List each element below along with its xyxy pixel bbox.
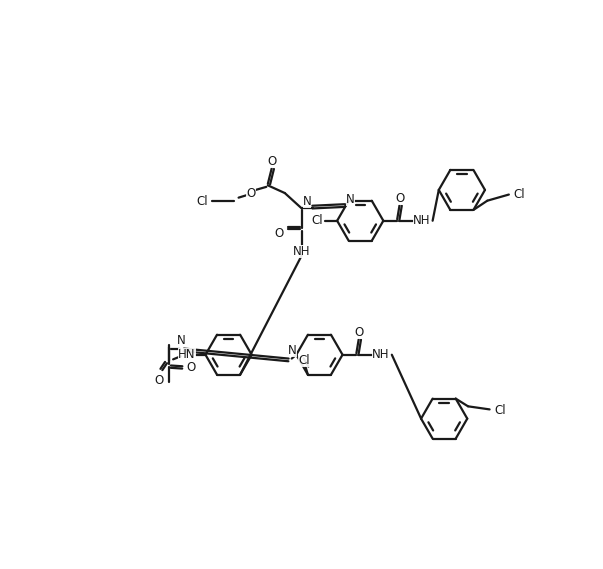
Text: Cl: Cl xyxy=(298,354,310,368)
Text: N: N xyxy=(288,344,297,357)
Text: NH: NH xyxy=(372,348,390,361)
Text: O: O xyxy=(355,326,364,339)
Text: Cl: Cl xyxy=(197,195,208,208)
Text: Cl: Cl xyxy=(311,215,323,227)
Text: N: N xyxy=(177,335,185,347)
Text: O: O xyxy=(395,192,404,205)
Text: Cl: Cl xyxy=(494,403,506,417)
Text: N: N xyxy=(303,195,312,208)
Text: HN: HN xyxy=(178,348,196,361)
Text: O: O xyxy=(186,361,195,374)
Text: O: O xyxy=(154,374,164,387)
Text: O: O xyxy=(246,187,256,200)
Text: N: N xyxy=(346,193,355,207)
Text: NH: NH xyxy=(293,245,311,258)
Text: O: O xyxy=(275,226,284,240)
Text: NH: NH xyxy=(413,215,431,227)
Text: Cl: Cl xyxy=(514,188,525,201)
Text: O: O xyxy=(268,155,277,168)
